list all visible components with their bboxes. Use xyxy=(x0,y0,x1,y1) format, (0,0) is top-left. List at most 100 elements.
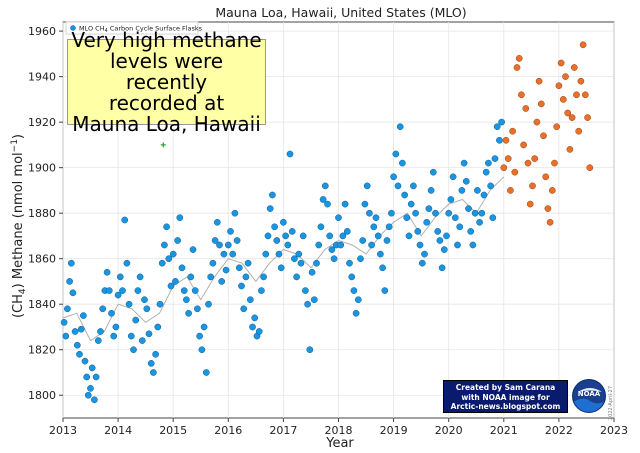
data-point xyxy=(60,319,68,326)
data-point xyxy=(269,191,276,199)
data-point xyxy=(138,337,146,344)
data-point xyxy=(555,82,563,90)
data-point xyxy=(454,241,461,249)
y-tick-label: 1820 xyxy=(28,344,56,357)
data-point xyxy=(313,259,320,267)
data-point xyxy=(302,287,309,294)
data-point xyxy=(286,150,294,158)
data-point xyxy=(211,237,219,244)
data-point xyxy=(196,332,203,340)
data-point xyxy=(123,259,131,267)
data-point xyxy=(394,182,402,190)
data-point xyxy=(127,332,135,340)
data-point xyxy=(216,241,223,249)
data-point xyxy=(451,214,459,222)
data-point xyxy=(372,214,380,222)
x-axis-title: Year xyxy=(325,436,354,451)
data-point xyxy=(524,159,532,167)
credit-line: Arctic-news.blogspot.com xyxy=(450,402,561,411)
data-point xyxy=(213,218,221,226)
data-point xyxy=(84,391,92,399)
data-point xyxy=(161,241,168,249)
data-point xyxy=(116,273,124,281)
data-point xyxy=(491,155,499,162)
data-point xyxy=(544,205,552,212)
x-tick-label: 2020 xyxy=(435,424,463,437)
data-point xyxy=(474,187,481,194)
data-point xyxy=(306,346,314,354)
data-point xyxy=(507,187,514,194)
data-point xyxy=(233,237,241,244)
x-tick-label: 2018 xyxy=(325,424,353,437)
data-point xyxy=(407,200,415,208)
data-point xyxy=(326,232,334,240)
data-point xyxy=(209,259,217,267)
data-point xyxy=(526,200,534,208)
data-point xyxy=(183,296,190,304)
data-point xyxy=(447,196,455,203)
data-point xyxy=(458,187,466,194)
data-point xyxy=(478,209,486,217)
data-point xyxy=(579,41,587,49)
data-point xyxy=(172,278,179,285)
data-point xyxy=(176,214,184,222)
data-point xyxy=(405,232,413,240)
data-point xyxy=(504,155,512,162)
data-point xyxy=(108,309,115,317)
y-axis-title: (CH4) Methane (nmol mol−1) xyxy=(10,134,28,318)
data-point xyxy=(121,216,129,224)
data-point xyxy=(529,182,536,190)
data-point xyxy=(383,237,391,244)
data-point xyxy=(321,182,329,190)
data-point xyxy=(368,241,375,249)
data-point xyxy=(202,369,210,376)
data-point xyxy=(227,228,234,235)
y-tick-label: 1900 xyxy=(28,162,56,175)
data-point xyxy=(71,328,79,335)
legend-marker xyxy=(70,25,76,31)
data-point xyxy=(485,159,492,167)
data-point xyxy=(584,114,591,121)
data-point xyxy=(546,218,554,226)
data-point xyxy=(568,114,576,121)
data-point xyxy=(249,323,256,331)
data-point xyxy=(158,259,166,267)
data-point xyxy=(410,182,417,190)
data-point xyxy=(198,346,206,354)
data-point xyxy=(500,164,508,172)
data-point xyxy=(76,350,83,358)
data-point xyxy=(119,287,126,294)
data-point xyxy=(535,77,543,85)
data-point xyxy=(310,296,318,304)
data-point xyxy=(522,105,530,112)
data-point xyxy=(167,282,175,290)
data-point xyxy=(266,205,274,212)
credit-line: Created by Sam Carana xyxy=(455,383,556,392)
data-point xyxy=(425,205,433,212)
data-point xyxy=(449,173,457,181)
x-tick-label: 2017 xyxy=(269,424,297,437)
data-point xyxy=(80,312,87,319)
data-point xyxy=(277,264,285,272)
data-point xyxy=(165,255,173,263)
data-point xyxy=(64,305,71,313)
data-point xyxy=(288,228,296,235)
data-point xyxy=(235,264,243,272)
data-point xyxy=(498,118,505,126)
data-point xyxy=(94,337,102,344)
data-point xyxy=(156,300,164,308)
data-point xyxy=(509,127,516,135)
data-point xyxy=(220,250,228,258)
x-tick-label: 2014 xyxy=(104,424,132,437)
data-point xyxy=(564,109,572,117)
data-point xyxy=(130,346,137,354)
data-point xyxy=(575,127,583,135)
data-point xyxy=(160,142,166,148)
data-point xyxy=(577,77,585,85)
data-point xyxy=(533,118,541,126)
data-point xyxy=(284,241,292,249)
data-point xyxy=(511,168,519,176)
data-point xyxy=(465,205,472,212)
annotation-line: Mauna Loa, Hawaii xyxy=(72,111,261,136)
data-point xyxy=(482,168,490,176)
